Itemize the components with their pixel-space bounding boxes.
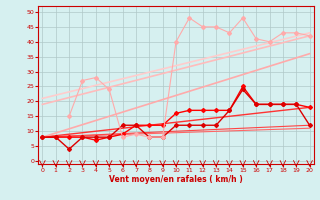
X-axis label: Vent moyen/en rafales ( km/h ): Vent moyen/en rafales ( km/h ) [109,175,243,184]
